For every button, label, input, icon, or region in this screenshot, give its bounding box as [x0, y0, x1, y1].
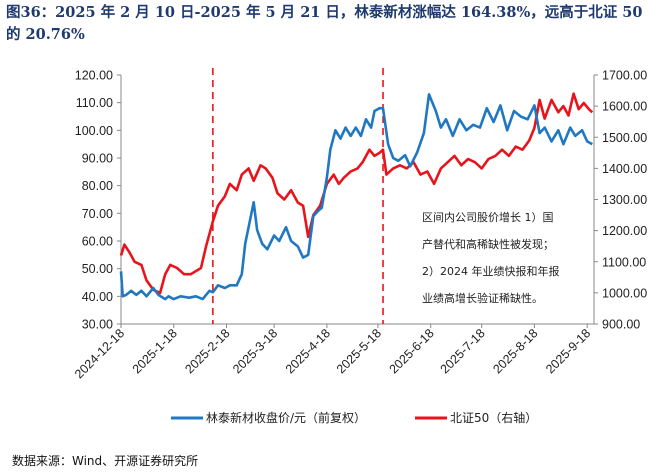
legend-label-bz50: 北证50（右轴）: [450, 410, 537, 425]
annotation-line: 2）2024 年业绩快报和年报: [422, 264, 560, 278]
x-tick-label: 2025-9-18: [543, 326, 593, 376]
left-tick-label: 80.00: [82, 179, 113, 193]
left-tick-label: 50.00: [82, 262, 113, 276]
series-lines: [119, 92, 594, 301]
x-tick-label: 2025-3-18: [230, 326, 280, 376]
left-tick-label: 110.00: [76, 96, 113, 110]
x-tick-label: 2025-4-18: [283, 326, 333, 376]
x-tick-label: 2025-1-18: [130, 326, 180, 376]
legend: 林泰新材收盘价/元（前复权） 北证50（右轴）: [171, 410, 537, 425]
x-tick-label: 2025-5-18: [334, 326, 384, 376]
left-tick-label: 120.00: [75, 69, 113, 83]
x-tick-label: 2024-12-18: [72, 326, 127, 381]
event-vertical-lines: [212, 68, 384, 324]
data-source-note: 数据来源：Wind、开源证券研究所: [12, 454, 199, 468]
right-tick-label: 1600.00: [602, 100, 647, 114]
right-tick-label: 1000.00: [602, 286, 647, 300]
left-tick-label: 40.00: [82, 290, 113, 304]
annotation-line: 业绩高增长验证稀缺性。: [422, 291, 543, 305]
right-tick-label: 1500.00: [602, 131, 647, 145]
legend-label-lintai: 林泰新材收盘价/元（前复权）: [206, 410, 366, 425]
x-tick-label: 2025-8-18: [490, 326, 540, 376]
right-tick-label: 1300.00: [602, 193, 647, 207]
right-tick-label: 1700.00: [602, 69, 647, 83]
right-tick-label: 1100.00: [602, 255, 646, 269]
left-tick-label: 60.00: [82, 235, 113, 249]
x-tick-label: 2025-2-18: [182, 326, 232, 376]
series-line-lintai-close: [119, 93, 593, 301]
annotation-line: 产替代和高稀缺性被发现；: [422, 237, 554, 251]
left-tick-label: 70.00: [82, 207, 113, 221]
right-tick-label: 1400.00: [602, 162, 647, 176]
series-line-bz50: [119, 92, 594, 295]
annotation-line: 区间内公司股价增长 1）国: [422, 210, 554, 224]
left-tick-label: 100.00: [75, 124, 113, 138]
annotation-bg: [417, 204, 580, 302]
right-tick-label: 900.00: [602, 318, 640, 332]
chart-title: 图36：2025 年 2 月 10 日-2025 年 5 月 21 日，林泰新材…: [6, 4, 643, 43]
left-tick-label: 30.00: [82, 318, 113, 332]
right-tick-label: 1200.00: [602, 224, 647, 238]
x-tick-label: 2025-7-18: [438, 326, 488, 376]
x-tick-label: 2025-6-18: [387, 326, 437, 376]
left-tick-label: 90.00: [82, 152, 113, 166]
